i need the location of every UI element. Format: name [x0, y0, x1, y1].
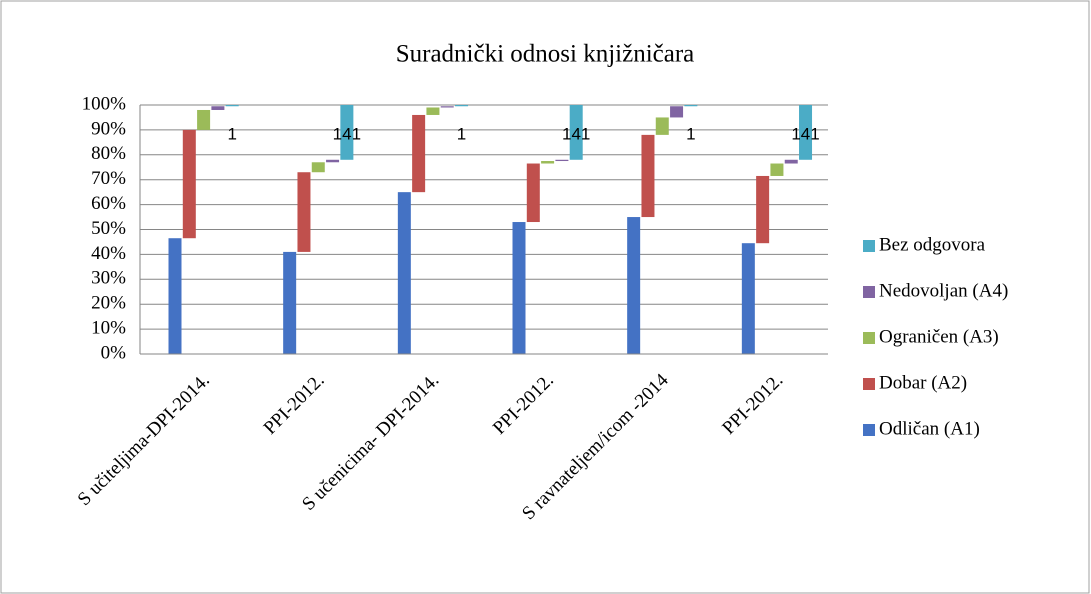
data-label: 141	[333, 124, 361, 143]
legend-label: Bez odgovora	[879, 234, 986, 255]
bar	[397, 192, 411, 354]
data-label: 1	[457, 124, 466, 143]
bar	[741, 243, 755, 354]
bar	[799, 105, 813, 160]
bar	[412, 114, 426, 193]
legend-swatch	[863, 378, 875, 390]
chart-title: Suradnički odnosi knjižničara	[396, 41, 695, 68]
legend-swatch	[863, 424, 875, 436]
data-label: 141	[791, 124, 819, 143]
bar	[684, 105, 698, 107]
y-tick-label: 0%	[101, 342, 127, 363]
bar	[541, 161, 555, 164]
legend-label: Dobar (A2)	[879, 372, 967, 393]
data-label: 1	[686, 124, 695, 143]
bar	[326, 159, 340, 163]
bar	[340, 105, 354, 160]
y-tick-label: 10%	[91, 317, 126, 338]
bar	[512, 222, 526, 354]
bar	[426, 107, 440, 115]
bar	[784, 159, 798, 164]
bar	[182, 129, 196, 239]
legend-swatch	[863, 332, 875, 344]
legend-swatch	[863, 286, 875, 298]
bar	[225, 105, 239, 107]
y-tick-label: 50%	[91, 218, 126, 239]
y-tick-label: 40%	[91, 243, 126, 264]
bar	[555, 159, 569, 162]
bar	[641, 134, 655, 218]
y-tick-label: 70%	[91, 168, 126, 189]
legend-label: Ograničen (A3)	[879, 326, 999, 347]
legend-label: Nedovoljan (A4)	[879, 280, 1008, 301]
bar	[197, 109, 211, 130]
legend-label: Odličan (A1)	[879, 418, 980, 439]
bar	[670, 106, 684, 118]
y-tick-label: 60%	[91, 193, 126, 214]
bar	[297, 172, 311, 252]
bar	[168, 238, 182, 354]
bar	[770, 163, 784, 176]
bar	[756, 175, 770, 244]
y-tick-label: 20%	[91, 293, 126, 314]
bar	[526, 163, 540, 223]
y-tick-label: 80%	[91, 143, 126, 164]
y-tick-label: 30%	[91, 268, 126, 289]
legend-swatch	[863, 240, 875, 252]
bar	[311, 162, 325, 173]
bar	[455, 105, 469, 107]
y-tick-label: 90%	[91, 118, 126, 139]
bar	[283, 251, 297, 354]
bar	[627, 217, 641, 354]
bar	[655, 117, 669, 135]
bar	[440, 106, 454, 108]
data-label: 141	[562, 124, 590, 143]
y-tick-label: 100%	[82, 93, 127, 114]
data-label: 1	[227, 124, 236, 143]
bar	[569, 105, 583, 160]
bar	[211, 106, 225, 110]
